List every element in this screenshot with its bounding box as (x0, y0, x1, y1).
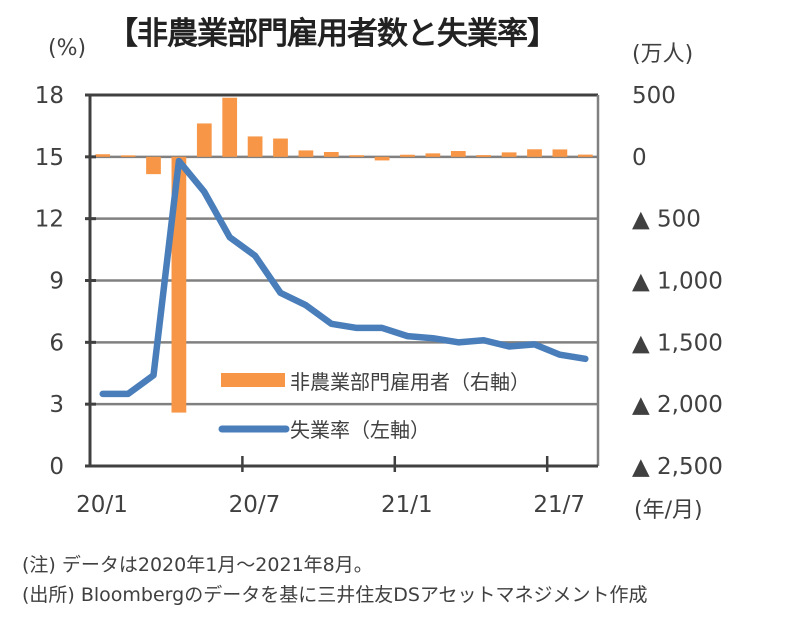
right-tick-label: ▲ 500 (632, 207, 701, 233)
bar (171, 156, 187, 413)
bar (476, 155, 492, 157)
line-series (99, 157, 589, 398)
left-tick-label: 9 (49, 269, 64, 295)
legend-label-line: 失業率（左軸） (290, 418, 430, 442)
bar (298, 150, 314, 157)
bar (349, 155, 365, 157)
x-tick-label: 21/7 (533, 492, 585, 518)
bar (196, 123, 212, 157)
bar (450, 151, 466, 157)
bar (273, 138, 288, 157)
right-tick-label: ▲ 1,500 (632, 330, 723, 356)
unemployment-line (99, 157, 589, 398)
x-tick-label: 21/1 (381, 492, 433, 518)
left-tick-label: 6 (49, 330, 64, 356)
legend: 非農業部門雇用者（右軸） 失業率（左軸） (218, 370, 530, 442)
right-tick-label: 0 (632, 145, 647, 171)
bar (146, 156, 161, 175)
bar (247, 136, 263, 157)
right-tick-label: ▲ 1,000 (632, 269, 723, 295)
left-axis-unit: (%) (48, 36, 87, 61)
legend-label-bar: 非農業部門雇用者（右軸） (290, 370, 530, 394)
bar (374, 156, 390, 161)
right-axis-unit: (万人) (632, 42, 694, 67)
tick-labels: 0 3 6 9 12 15 18 500 0 ▲ 500 ▲ 1,000 ▲ 1,500 ▲ 2,000… (35, 83, 723, 518)
left-tick-label: 0 (49, 454, 64, 480)
x-axis-unit: (年/月) (634, 498, 703, 523)
bar (552, 149, 568, 157)
left-tick-label: 3 (49, 392, 64, 418)
bar (501, 152, 517, 157)
bar (527, 149, 542, 157)
axes (85, 93, 600, 472)
bar-series (95, 97, 593, 413)
bar (95, 154, 111, 157)
left-tick-label: 18 (35, 83, 64, 109)
x-tick-label: 20/1 (76, 492, 128, 518)
x-tick-label: 20/7 (229, 492, 281, 518)
note-period: (注) データは2020年1月～2021年8月。 (22, 554, 373, 576)
right-tick-label: ▲ 2,000 (632, 392, 723, 418)
notes: (注) データは2020年1月～2021年8月。 (出所) Bloombergの… (22, 550, 648, 610)
bar (222, 97, 238, 157)
chart-title: 【非農業部門雇用者数と失業率】 (107, 16, 558, 52)
bar (400, 154, 415, 157)
bar (577, 154, 593, 157)
right-tick-label: 500 (632, 83, 676, 109)
left-tick-label: 12 (35, 207, 64, 233)
right-tick-label: ▲ 2,500 (632, 454, 723, 480)
note-source: (出所) Bloombergのデータを基に三井住友DSアセットマネジメント作成 (22, 584, 648, 606)
bar (425, 153, 441, 157)
left-tick-label: 15 (35, 145, 64, 171)
bar (323, 152, 339, 157)
legend-bar-swatch (221, 373, 285, 387)
bar (120, 155, 136, 157)
